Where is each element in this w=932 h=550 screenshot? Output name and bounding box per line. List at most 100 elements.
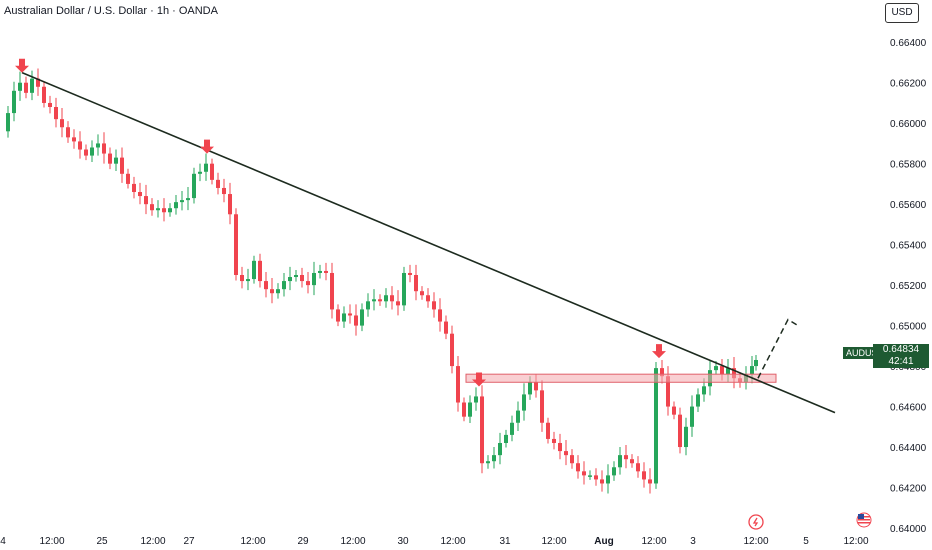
candle-body bbox=[132, 183, 136, 193]
candle-body bbox=[264, 281, 268, 290]
candle-body bbox=[342, 313, 346, 322]
candle-body bbox=[354, 315, 358, 326]
candle-body bbox=[126, 173, 130, 184]
candle-body bbox=[66, 127, 70, 138]
price-axis[interactable]: 0.66400 0.66200 0.66000 0.65800 0.65600 0.654… bbox=[890, 38, 927, 535]
candle-body bbox=[504, 434, 508, 443]
candle-body bbox=[216, 179, 220, 188]
candle-body bbox=[630, 459, 634, 464]
time-tick-label: 27 bbox=[183, 536, 195, 547]
candle-body bbox=[360, 309, 364, 326]
candle-body bbox=[198, 171, 202, 174]
candle-body bbox=[312, 272, 316, 286]
candle-series bbox=[6, 68, 758, 494]
candle-body bbox=[564, 451, 568, 456]
candle-body bbox=[438, 309, 442, 322]
candle-body bbox=[702, 386, 706, 395]
down-arrow-marker bbox=[652, 344, 666, 359]
candle-body bbox=[600, 479, 604, 484]
candle-body bbox=[246, 279, 250, 282]
candle-body bbox=[396, 301, 400, 306]
us-flag-icon[interactable] bbox=[856, 512, 872, 528]
candle-body bbox=[408, 272, 412, 275]
candle-body bbox=[714, 366, 718, 371]
candle-body bbox=[366, 301, 370, 310]
projection-path bbox=[757, 318, 799, 379]
candle-body bbox=[276, 289, 280, 294]
candle-body bbox=[6, 113, 10, 132]
candle-body bbox=[330, 272, 334, 310]
candle-body bbox=[270, 289, 274, 294]
currency-button[interactable]: USD bbox=[885, 3, 919, 23]
candle-body bbox=[684, 426, 688, 448]
bar-countdown: 42:41 bbox=[888, 356, 914, 367]
candle-body bbox=[336, 309, 340, 322]
candle-body bbox=[456, 366, 460, 403]
candle-body bbox=[180, 200, 184, 203]
resistance-zone bbox=[465, 373, 777, 383]
candle-body bbox=[102, 143, 106, 154]
candle-body bbox=[540, 390, 544, 423]
candle-body bbox=[54, 107, 58, 120]
candle-body bbox=[654, 368, 658, 484]
candle-body bbox=[720, 366, 724, 375]
candle-body bbox=[252, 260, 256, 280]
down-arrow-marker bbox=[472, 372, 486, 387]
candle-body bbox=[570, 455, 574, 464]
candle-body bbox=[294, 275, 298, 278]
candle-body bbox=[426, 295, 430, 302]
candle-body bbox=[204, 163, 208, 172]
candle-body bbox=[432, 301, 436, 310]
candle-body bbox=[156, 208, 160, 211]
price-tick-label: 0.64200 bbox=[890, 484, 927, 495]
candle-body bbox=[192, 173, 196, 199]
time-axis[interactable]: 4 12:00 25 12:00 27 12:00 29 12:00 30 12:00 31 12:0… bbox=[0, 536, 869, 547]
candle-body bbox=[582, 471, 586, 476]
candle-body bbox=[378, 299, 382, 302]
candle-body bbox=[84, 149, 88, 156]
candle-body bbox=[186, 198, 190, 201]
down-arrow-marker bbox=[200, 139, 214, 154]
candle-body bbox=[390, 295, 394, 302]
candle-body bbox=[486, 461, 490, 464]
candle-body bbox=[24, 82, 28, 93]
candle-body bbox=[618, 455, 622, 468]
candle-body bbox=[510, 422, 514, 435]
candle-body bbox=[498, 442, 502, 456]
time-tick-label: 30 bbox=[397, 536, 409, 547]
candle-body bbox=[42, 86, 46, 103]
candle-body bbox=[318, 270, 322, 273]
time-tick-label: 12:00 bbox=[743, 536, 768, 547]
price-tick-label: 0.65000 bbox=[890, 322, 927, 333]
candle-body bbox=[594, 475, 598, 480]
flash-icon[interactable] bbox=[748, 514, 764, 530]
time-tick-label: 25 bbox=[96, 536, 108, 547]
candle-body bbox=[258, 260, 262, 282]
candle-body bbox=[624, 455, 628, 460]
candle-body bbox=[72, 137, 76, 142]
time-tick-label: 4 bbox=[0, 536, 6, 547]
candle-body bbox=[12, 90, 16, 114]
candle-body bbox=[162, 208, 166, 213]
candle-body bbox=[534, 382, 538, 391]
candle-body bbox=[528, 382, 532, 395]
candle-body bbox=[558, 442, 562, 452]
candle-body bbox=[138, 192, 142, 197]
time-tick-label: 12:00 bbox=[541, 536, 566, 547]
candle-body bbox=[168, 208, 172, 213]
candle-body bbox=[114, 157, 118, 164]
candle-body bbox=[522, 394, 526, 411]
candle-body bbox=[96, 143, 100, 148]
candle-body bbox=[282, 281, 286, 290]
time-tick-label: 3 bbox=[690, 536, 696, 547]
price-tick-label: 0.65600 bbox=[890, 200, 927, 211]
time-tick-label: 31 bbox=[499, 536, 511, 547]
candle-body bbox=[732, 368, 736, 379]
candle-body bbox=[348, 313, 352, 316]
candle-body bbox=[672, 406, 676, 415]
candle-body bbox=[420, 291, 424, 296]
candle-body bbox=[606, 475, 610, 484]
candle-body bbox=[750, 366, 754, 375]
last-price-tag: 0.64834 42:41 bbox=[873, 344, 929, 368]
